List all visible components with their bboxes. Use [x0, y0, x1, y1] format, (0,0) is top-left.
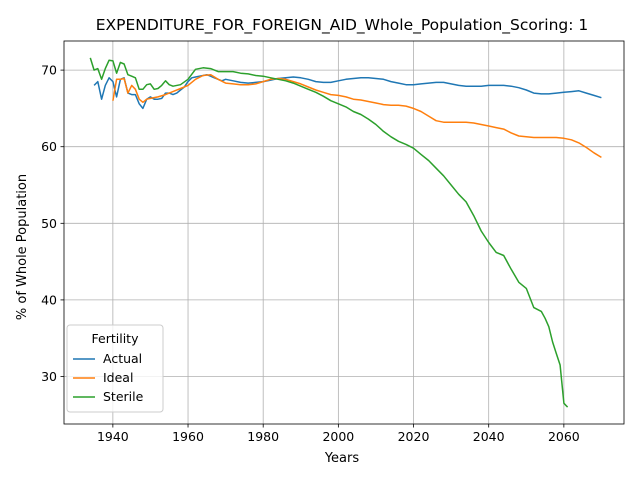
x-tick-label: 2000 [322, 429, 354, 444]
series-line-sterile [89, 57, 569, 408]
x-tick-label: 2040 [473, 429, 505, 444]
y-tick-label: 30 [41, 369, 57, 384]
x-axis-label: Years [324, 451, 360, 466]
plot-frame [63, 40, 625, 425]
x-tick-label: 1960 [172, 429, 204, 444]
legend-items: Actual Ideal Sterile [73, 351, 144, 404]
series-lines [89, 57, 602, 408]
x-tick-label: 2020 [398, 429, 430, 444]
chart-title: EXPENDITURE_FOR_FOREIGN_AID_Whole_Popula… [96, 16, 589, 35]
legend-frame [66, 324, 164, 413]
y-tick-label: 50 [41, 216, 57, 231]
y-tick-label: 70 [41, 63, 57, 78]
x-tick-label: 2060 [548, 429, 580, 444]
legend-label-ideal: Ideal [103, 370, 133, 385]
y-axis-ticks: 30 40 50 60 70 [41, 63, 64, 384]
y-tick-label: 40 [41, 292, 57, 307]
y-axis-label: % of Whole Population [15, 174, 30, 320]
x-axis-ticks: 1940 1960 1980 2000 2020 2040 2060 [97, 424, 580, 444]
legend-title: Fertility [92, 331, 140, 346]
legend: Fertility Actual Ideal Sterile [66, 324, 164, 413]
y-tick-label: 60 [41, 139, 57, 154]
x-tick-label: 1980 [247, 429, 279, 444]
legend-label-actual: Actual [103, 351, 142, 366]
x-tick-label: 1940 [97, 429, 129, 444]
legend-label-sterile: Sterile [103, 389, 144, 404]
series-line-ideal [112, 73, 602, 159]
